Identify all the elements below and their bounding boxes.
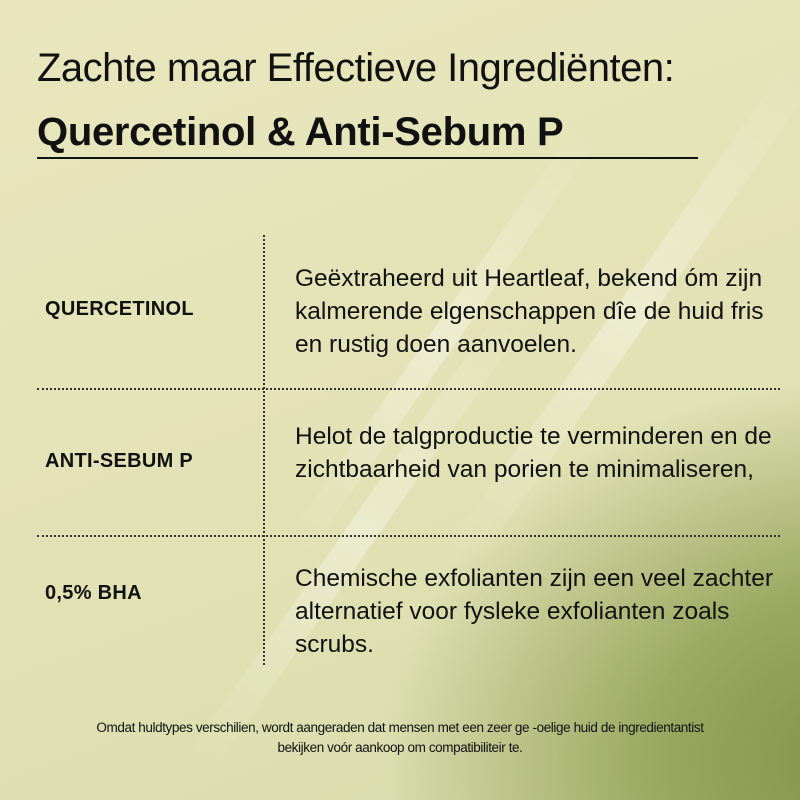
ingredient-description: Chemische exfolianten zijn een veel zach… — [295, 565, 774, 658]
ingredient-description: Geëxtraheerd uit Heartleaf, bekend óm zi… — [295, 265, 764, 358]
ingredient-name: 0,5% BHA — [45, 582, 142, 604]
footnote-line-1: Omdat huldtypes verschilien, wordt aange… — [96, 720, 704, 735]
footnote: Omdat huldtypes verschilien, wordt aange… — [0, 718, 800, 758]
title-line-1: Zachte maar Effectieve Ingrediënten: — [37, 46, 675, 90]
ingredient-name: QUERCETINOL — [45, 298, 194, 320]
ingredient-name: ANTI-SEBUM P — [45, 450, 194, 472]
row-divider — [37, 388, 780, 390]
ingredient-description: Helot de talgproductie te verminderen en… — [295, 423, 772, 483]
title-line-2: Quercetinol & Anti-Sebum P — [37, 110, 564, 154]
row-divider — [37, 535, 780, 537]
title-underline — [37, 157, 698, 159]
footnote-line-2: bekijken voór aankoop om compatibiliteir… — [277, 740, 523, 755]
column-divider — [263, 235, 265, 665]
